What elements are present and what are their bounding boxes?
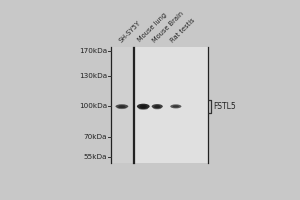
Text: 55kDa: 55kDa	[84, 154, 107, 160]
Text: 130kDa: 130kDa	[79, 73, 107, 79]
Text: 70kDa: 70kDa	[84, 134, 107, 140]
Text: SH-SY5Y: SH-SY5Y	[118, 19, 142, 43]
Ellipse shape	[173, 105, 179, 108]
Ellipse shape	[137, 104, 150, 109]
Text: Mouse Brain: Mouse Brain	[152, 10, 185, 43]
Text: 100kDa: 100kDa	[79, 103, 107, 109]
Ellipse shape	[152, 104, 163, 109]
Ellipse shape	[154, 105, 160, 108]
Bar	[111, 47, 133, 163]
Text: Mouse lung: Mouse lung	[137, 12, 168, 43]
Text: Rat testis: Rat testis	[169, 17, 196, 43]
Ellipse shape	[139, 107, 148, 110]
Ellipse shape	[118, 105, 125, 108]
Ellipse shape	[170, 104, 182, 108]
Text: FSTL5: FSTL5	[213, 102, 236, 111]
Text: 170kDa: 170kDa	[79, 48, 107, 54]
Ellipse shape	[153, 107, 161, 109]
Ellipse shape	[116, 104, 128, 109]
Ellipse shape	[140, 105, 147, 108]
Ellipse shape	[117, 107, 127, 109]
Bar	[134, 47, 208, 163]
